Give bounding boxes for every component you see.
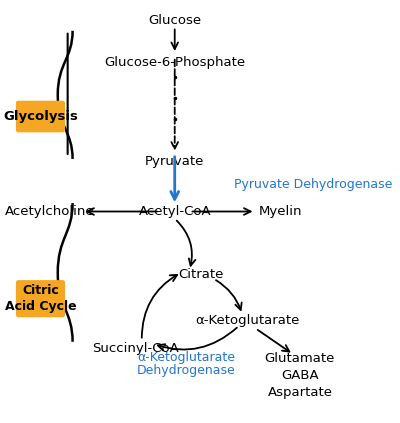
Text: Glucose: Glucose [148,14,201,27]
Text: α-Ketoglutarate: α-Ketoglutarate [195,314,299,327]
Text: Glycolysis: Glycolysis [3,110,78,123]
Text: Dehydrogenase: Dehydrogenase [137,364,236,377]
Text: Pyruvate Dehydrogenase: Pyruvate Dehydrogenase [234,178,392,191]
Text: Glutamate
GABA
Aspartate: Glutamate GABA Aspartate [265,352,335,399]
Text: α-Ketoglutarate: α-Ketoglutarate [137,351,235,364]
Text: Succinyl-CoA: Succinyl-CoA [92,341,178,354]
FancyBboxPatch shape [16,281,64,316]
Text: Acetyl-CoA: Acetyl-CoA [138,205,211,218]
Text: Citric
Acid Cycle: Citric Acid Cycle [5,284,76,313]
FancyBboxPatch shape [16,102,64,132]
Text: Pyruvate: Pyruvate [145,154,204,168]
Text: Myelin: Myelin [258,205,302,218]
Text: Glucose-6-Phosphate: Glucose-6-Phosphate [104,56,245,69]
Text: Citrate: Citrate [178,268,224,281]
Text: Acetylcholine: Acetylcholine [5,205,94,218]
